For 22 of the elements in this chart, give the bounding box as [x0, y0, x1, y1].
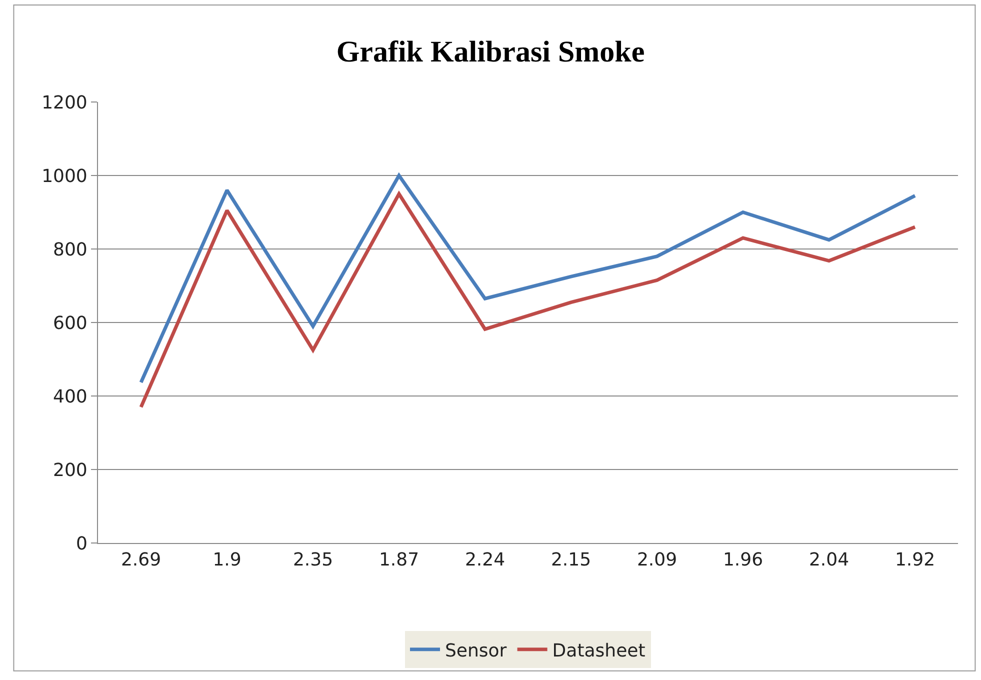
x-tick-label: 2.09	[636, 550, 678, 571]
x-tick-label: 2.04	[808, 550, 850, 571]
y-tick-label: 1000	[42, 166, 88, 187]
y-tick-label: 400	[53, 386, 88, 408]
chart-title: Grafik Kalibrasi Smoke	[336, 36, 645, 68]
x-tick-label: 1.9	[212, 550, 242, 571]
x-tick-label: 2.69	[120, 550, 162, 571]
y-tick-label: 600	[53, 312, 88, 334]
legend-label: Datasheet	[552, 640, 646, 662]
x-tick-label: 2.35	[292, 550, 334, 571]
x-tick-label: 1.87	[378, 550, 420, 571]
y-tick-label: 800	[53, 239, 88, 260]
line-series	[139, 174, 917, 384]
line-series	[139, 192, 917, 409]
x-tick-label: 1.96	[722, 550, 764, 571]
x-tick-label: 2.15	[550, 550, 592, 571]
x-tick-label: 2.24	[464, 550, 506, 571]
y-tick-label: 0	[76, 533, 88, 554]
x-tick-label: 1.92	[894, 550, 936, 571]
y-tick-label: 200	[53, 460, 88, 481]
legend-label: Sensor	[445, 640, 508, 662]
y-tick-label: 1200	[42, 92, 88, 114]
